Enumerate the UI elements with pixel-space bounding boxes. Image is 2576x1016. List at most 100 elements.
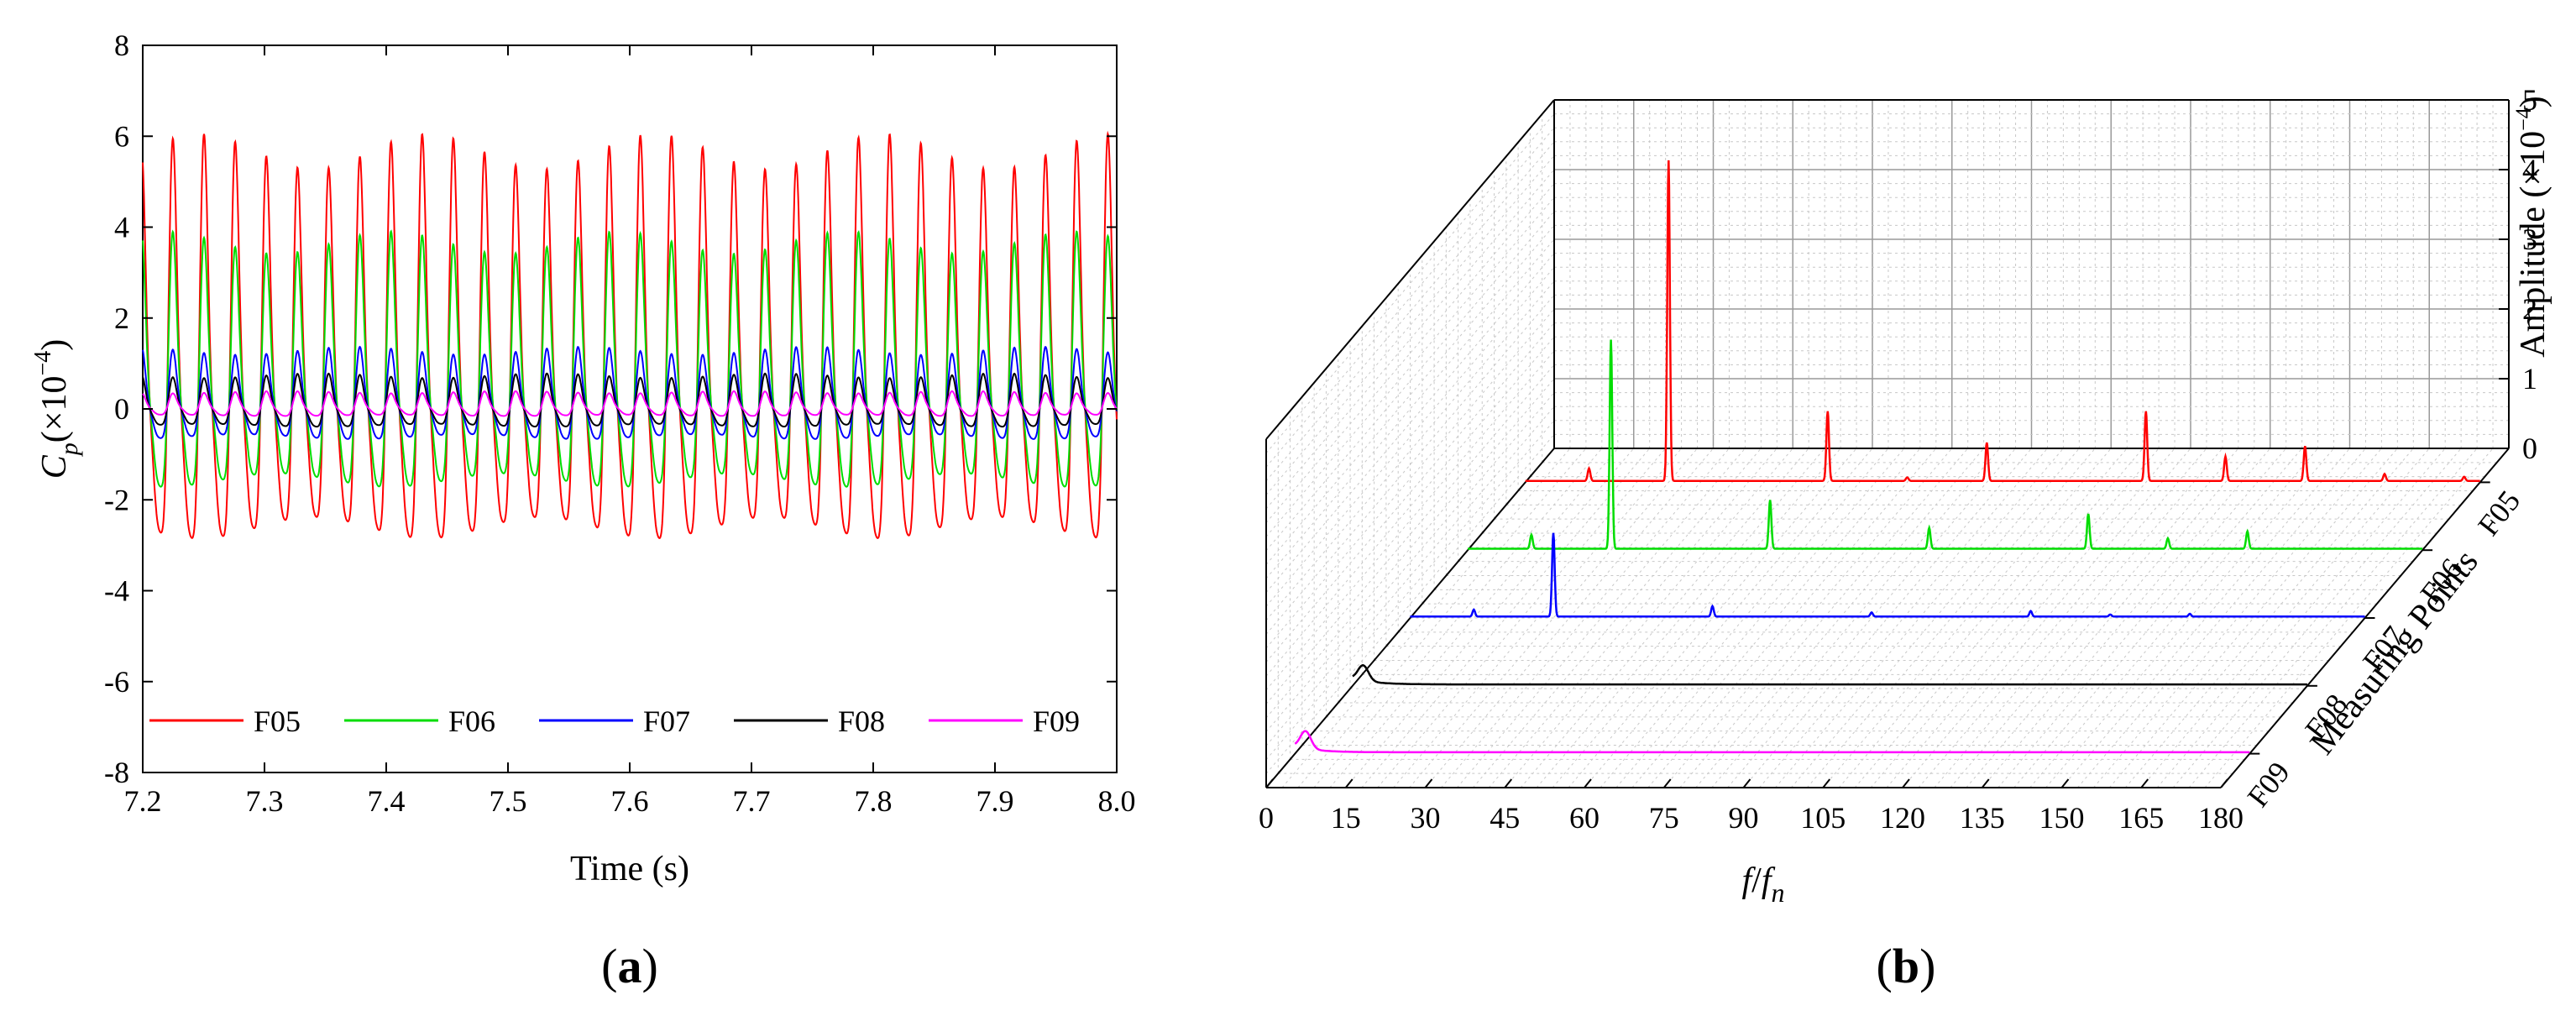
axis-frame-edge [1265, 448, 1555, 788]
x-label-slash: / [1751, 862, 1762, 900]
svg-text:Cp(×10−4): Cp(×10−4) [30, 339, 83, 479]
side-grid-line [1265, 336, 1555, 677]
x-tick-mark [1742, 778, 1751, 788]
side-grid-line [1265, 280, 1555, 621]
x-tick-mark [2220, 778, 2228, 788]
side-grid-line [1265, 392, 1555, 732]
y-tick-label: 8 [114, 29, 129, 62]
floor-grid-line [2093, 448, 2382, 788]
side-grid-line [1265, 406, 1555, 746]
x-tick-label: 30 [1411, 801, 1441, 835]
left-wall [1266, 100, 1554, 788]
panel-b-chart: 0 15 30 45 60 75 90 105 120 135 150 165 180012345F09… [1259, 83, 2552, 993]
floor-grid-line [1568, 448, 1857, 788]
floor-grid-line [2140, 448, 2430, 788]
side-grid-line [1265, 378, 1555, 719]
x-tick-label: 105 [1800, 801, 1846, 835]
svg-text:f/fn: f/fn [1741, 862, 1784, 908]
floor-grid-line [1457, 448, 1746, 788]
legend-label-f09: F09 [1033, 704, 1080, 738]
z-label-text: Amplitude (×10 [2514, 131, 2552, 358]
floor-grid-line [1934, 448, 2223, 788]
z-tick-label: 2 [2522, 292, 2537, 326]
legend-label-f08: F08 [838, 704, 885, 738]
x-tick-label: 7.2 [124, 784, 162, 818]
floor-grid-line [2108, 448, 2398, 788]
x-tick-label: 180 [2198, 801, 2244, 835]
floor-grid-line [1727, 448, 2016, 788]
floor-grid-line [2029, 448, 2318, 788]
x-tick-mark [1504, 778, 1513, 788]
panel-a-ticks: 7.2 7.3 7.4 7.5 7.6 7.7 7.8 7.9 8.0 -8 -6 -4 -2 0 2 4 6 8 [104, 29, 1136, 818]
y-tick-label: -2 [104, 483, 129, 516]
series-line-f05 [142, 130, 1118, 539]
x-tick-label: 7.7 [733, 784, 771, 818]
x-tick-label: 150 [2039, 801, 2085, 835]
floor-grid-line [1441, 448, 1730, 788]
floor-grid-line [1982, 448, 2271, 788]
side-grid-line [1265, 169, 1555, 510]
floor-grid-line [1647, 448, 1937, 788]
floor-grid-line [1329, 448, 1619, 788]
side-grid-line [1265, 113, 1555, 453]
spectrum-line-f08 [1352, 664, 2307, 686]
x-tick-label: 120 [1880, 801, 1925, 835]
series-line-f07 [142, 345, 1118, 440]
y-tick-label: 6 [114, 119, 129, 153]
side-grid-line [1265, 225, 1555, 565]
panel-a-plot-frame [142, 45, 1118, 773]
x-tick-mark [1981, 778, 1990, 788]
y-label-exponent: −4 [30, 351, 56, 376]
svg-text:Amplitude (×10−4): Amplitude (×10−4) [2511, 96, 2552, 358]
panel-a-chart: 7.2 7.3 7.4 7.5 7.6 7.7 7.8 7.9 8.0 -8 -6 -4 -2 0 2 4 6 8… [30, 29, 1136, 993]
side-grid-line [1265, 420, 1555, 761]
x-tick-label: 7.8 [855, 784, 893, 818]
z-axis-label-b: Amplitude (×10−4) [2511, 96, 2552, 358]
x-tick-label: 90 [1729, 801, 1759, 835]
z-tick-label: 5 [2522, 83, 2537, 117]
floor-grid-line [1393, 448, 1682, 788]
floor-grid-line [1504, 448, 1793, 788]
floor-grid-line [1759, 448, 2048, 788]
z-tick-label: 4 [2522, 153, 2537, 186]
floor-grid-line [1838, 448, 2128, 788]
x-tick-label: 8.0 [1098, 784, 1136, 818]
floor-grid-line [1488, 448, 1778, 788]
floor-grid-line [1377, 448, 1667, 788]
side-grid-line [1265, 141, 1555, 482]
floor-grid-line [2156, 448, 2446, 788]
floor-grid-line [1600, 448, 1889, 788]
side-grid-line [1265, 295, 1555, 635]
x-tick-label: 45 [1490, 801, 1520, 835]
panel-a-label: (a) [601, 939, 658, 993]
x-tick-mark [2060, 778, 2070, 788]
y-tick-label: -4 [104, 574, 129, 608]
x-tick-mark [1424, 778, 1433, 788]
side-grid-line [1265, 322, 1555, 662]
y-axis-label-a: Cp(×10−4) [30, 339, 83, 479]
x-tick-label: 7.5 [490, 784, 527, 818]
floor-grid-line [2204, 448, 2494, 788]
spectrum-line-f09 [1294, 730, 2250, 754]
axis-frame-edge [1265, 99, 1555, 440]
y-label-symbol: C [35, 454, 74, 479]
x-tick-label: 7.9 [976, 784, 1014, 818]
legend-label-f05: F05 [254, 704, 301, 738]
floor-grid-line [1918, 448, 2207, 788]
side-grid-line [1265, 350, 1555, 691]
side-grid-line [1265, 127, 1555, 468]
x-tick-label: 7.3 [246, 784, 284, 818]
x-tick-label: 135 [1960, 801, 2005, 835]
series-line-f08 [142, 372, 1118, 428]
side-grid-line [1265, 238, 1555, 579]
y-tick-label: -6 [104, 665, 129, 699]
x-tick-label: 15 [1331, 801, 1361, 835]
x-tick-label: 165 [2118, 801, 2164, 835]
x-tick-mark [1662, 778, 1672, 788]
measuring-point-label-f09: F09 [2241, 756, 2296, 814]
y-tick-label: 2 [114, 301, 129, 335]
series-line-f06 [142, 229, 1118, 488]
floor-grid-line [1775, 448, 2064, 788]
side-grid-line [1265, 211, 1555, 552]
